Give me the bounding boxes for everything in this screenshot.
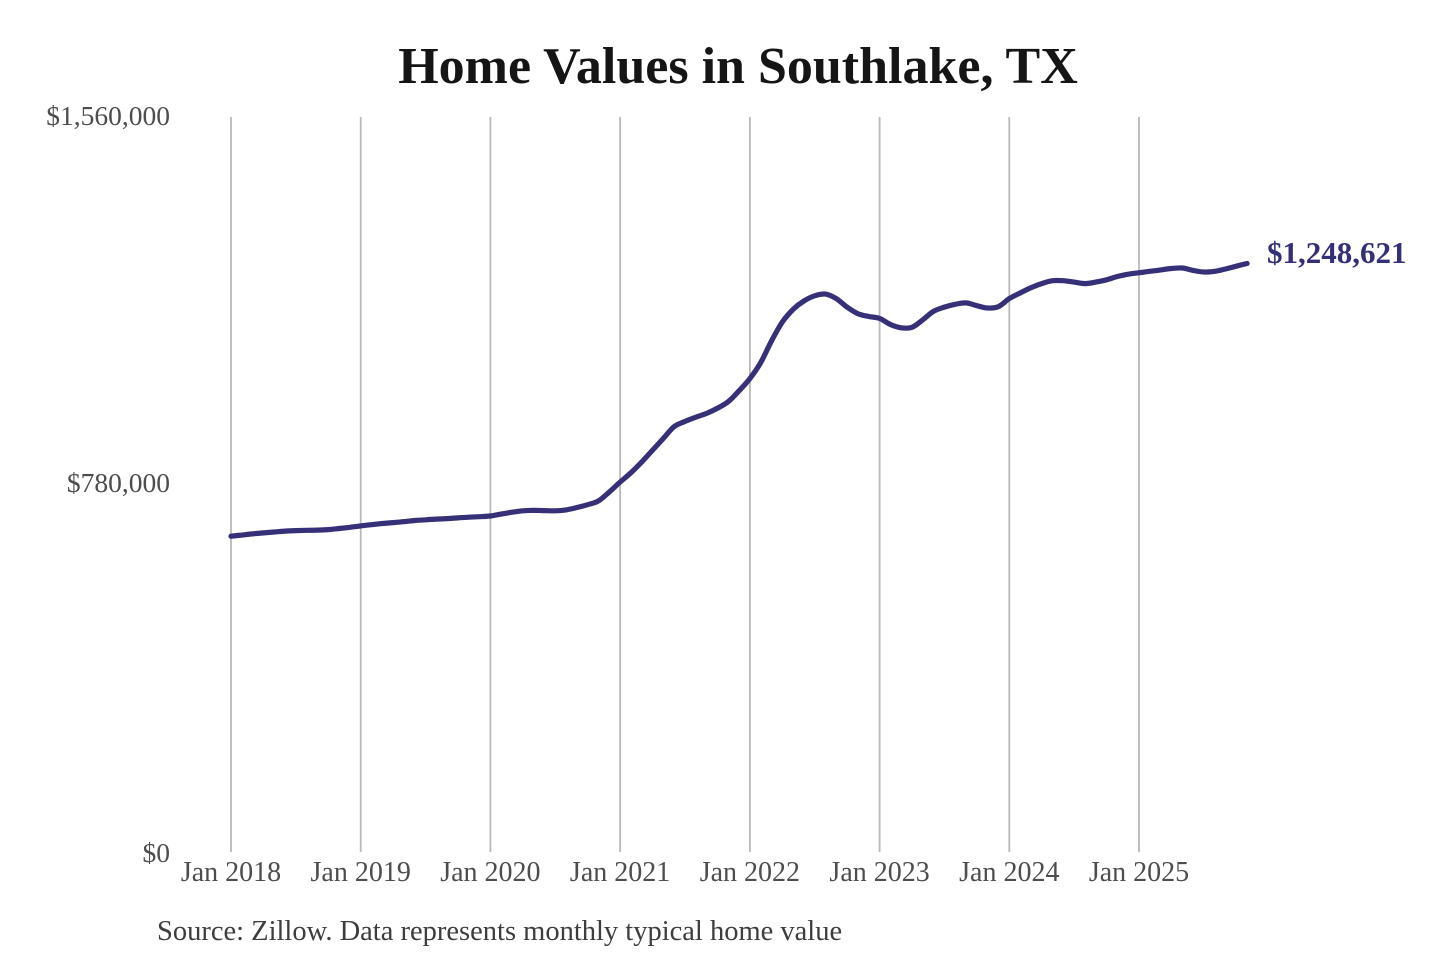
svg-text:Jan 2022: Jan 2022 <box>700 857 800 888</box>
svg-text:Home Values in Southlake, TX: Home Values in Southlake, TX <box>398 38 1078 95</box>
svg-text:Jan 2024: Jan 2024 <box>959 857 1059 888</box>
svg-text:Jan 2020: Jan 2020 <box>440 857 540 888</box>
svg-text:$1,560,000: $1,560,000 <box>46 100 170 131</box>
svg-text:Jan 2025: Jan 2025 <box>1089 857 1189 888</box>
svg-text:$780,000: $780,000 <box>67 467 170 498</box>
svg-text:Jan 2019: Jan 2019 <box>311 857 411 888</box>
svg-text:$0: $0 <box>143 837 171 868</box>
svg-text:Jan 2023: Jan 2023 <box>829 857 929 888</box>
svg-text:Jan 2018: Jan 2018 <box>181 857 281 888</box>
svg-text:$1,248,621: $1,248,621 <box>1267 235 1407 270</box>
svg-text:Jan 2021: Jan 2021 <box>570 857 670 888</box>
svg-text:Source: Zillow. Data represent: Source: Zillow. Data represents monthly … <box>157 916 842 947</box>
